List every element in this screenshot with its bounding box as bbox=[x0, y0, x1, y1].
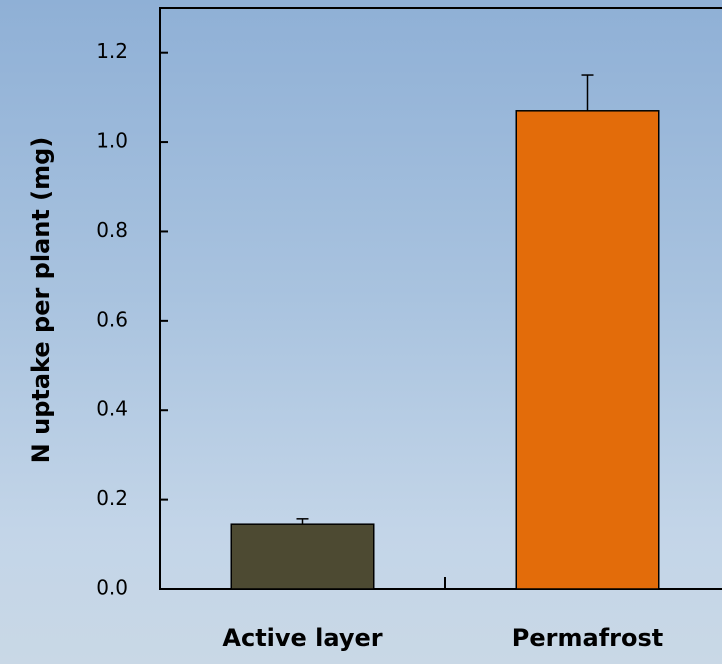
y-tick-label: 0.0 bbox=[96, 576, 128, 600]
y-axis-label: N uptake per plant (mg) bbox=[27, 137, 55, 464]
y-tick-label: 0.8 bbox=[96, 218, 128, 242]
y-tick-label: 1.2 bbox=[96, 39, 128, 63]
x-tick-label: Permafrost bbox=[512, 624, 663, 652]
y-tick-label: 0.2 bbox=[96, 486, 128, 510]
x-tick-label: Active layer bbox=[222, 624, 382, 652]
bar bbox=[515, 110, 660, 590]
y-tick-label: 0.6 bbox=[96, 307, 128, 331]
bar bbox=[230, 523, 375, 590]
y-tick-label: 1.0 bbox=[96, 129, 128, 153]
y-tick-label: 0.4 bbox=[96, 397, 128, 421]
